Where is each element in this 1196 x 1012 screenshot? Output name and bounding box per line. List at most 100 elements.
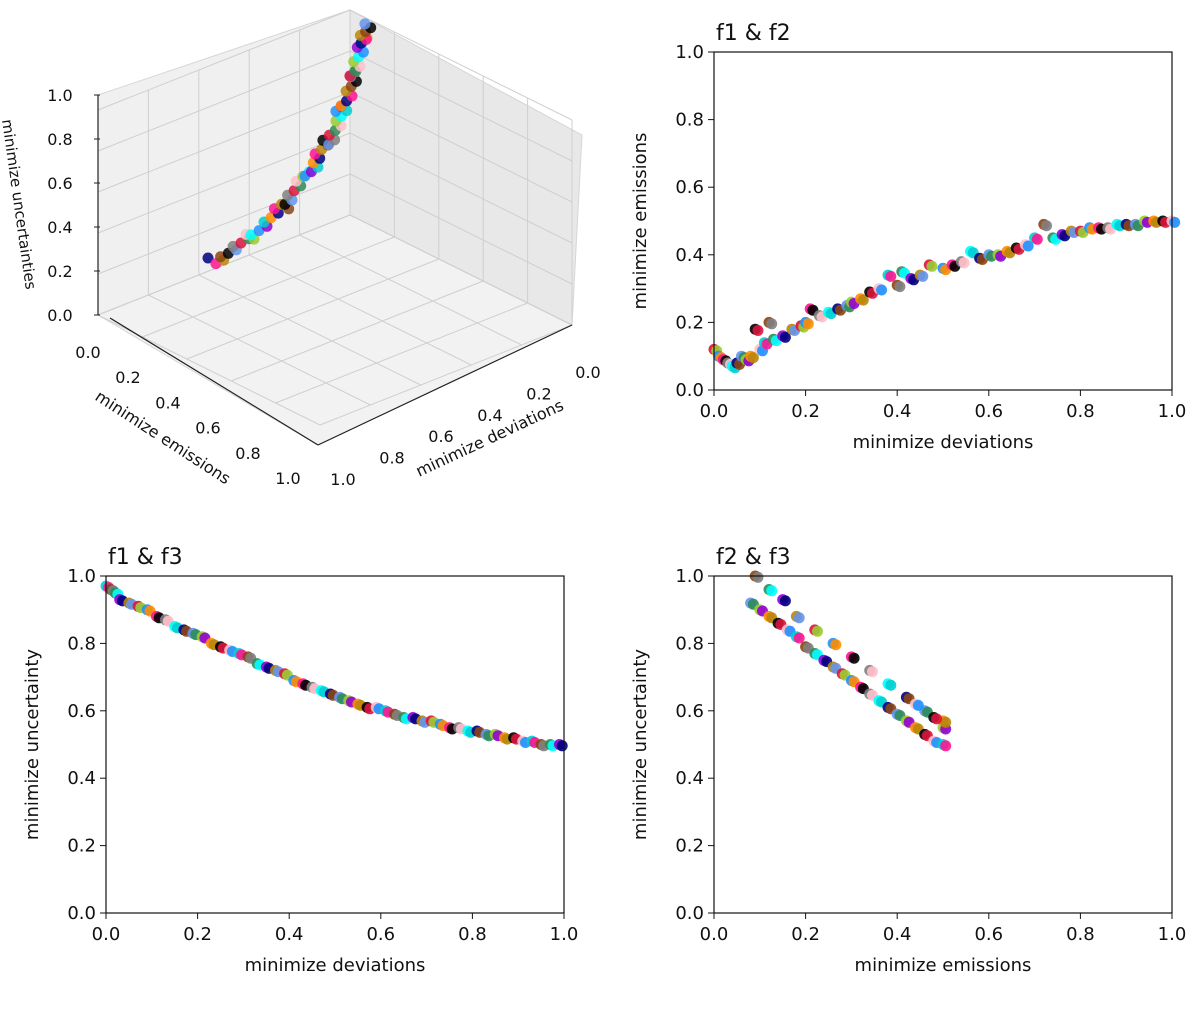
y-tick-label: 0.4 (67, 768, 96, 789)
x-tick-label: 1.0 (1158, 401, 1187, 422)
y-tick-label: 1.0 (675, 42, 704, 63)
grid-line (97, 50, 351, 152)
scatter-point (894, 281, 906, 293)
x-tick-label: 0.0 (92, 924, 121, 945)
z-tick-label: 0.4 (47, 218, 72, 237)
scatter-point (1169, 216, 1181, 228)
scatter-point (752, 571, 764, 583)
scatter-point (931, 713, 943, 725)
scatter-point (940, 716, 952, 728)
scatter-point (802, 318, 814, 330)
x-axis-label: minimize emissions (855, 955, 1032, 976)
scatter-point (940, 740, 952, 752)
grid-line (299, 234, 522, 346)
y-tick-label: 0.6 (67, 701, 96, 722)
y-tick-label: 0.0 (675, 903, 704, 924)
z-tick-label: 0.2 (47, 262, 72, 281)
x-tick-label: 0.4 (883, 401, 912, 422)
scatter-point (812, 625, 823, 637)
y-tick-label: 1.0 (675, 566, 704, 587)
scatter-point (793, 612, 805, 624)
y-tick-label: 0.8 (675, 110, 704, 131)
plot-frame (713, 575, 1173, 914)
x-axis-label: minimize deviations (245, 955, 426, 976)
x-tick-label: 0.6 (974, 401, 1003, 422)
x-tick-label: 1.0 (330, 470, 355, 489)
x-tick-label: 0.2 (791, 924, 820, 945)
chart-f1-f2: 0.00.0 0.2 0.2 0.4 0.4 0.6 0.6 0.8 0.8 1.0 1.0 f1 &… (630, 21, 1186, 453)
chart-title: f1 & f3 (108, 545, 183, 570)
scatter-point (867, 666, 878, 678)
grid-line (349, 132, 573, 244)
chart-f2-f3: 0.00.0 0.2 0.2 0.4 0.4 0.6 0.6 0.8 0.8 1.0 1.0 f2 &… (630, 545, 1186, 976)
scatter-point (793, 632, 805, 644)
z-tick-label: 0.8 (47, 130, 72, 149)
grid-line (248, 254, 472, 366)
grid-line (97, 91, 351, 193)
chart-title: f2 & f3 (716, 545, 791, 570)
scatter-point (958, 257, 970, 269)
x-tick-label: 0.6 (428, 427, 453, 446)
ticks-3d: 0.00.00.00.20.20.20.40.40.40.60.6 0.60.80… (47, 86, 600, 489)
grid-line (198, 274, 422, 386)
x-tick-label: 0.6 (366, 924, 395, 945)
x-tick-label: 0.4 (883, 924, 912, 945)
chart-f1-f3: 0.00.0 0.2 0.2 0.4 0.4 0.6 0.6 0.8 0.8 1.0 1.0 f1 &… (22, 545, 578, 976)
y-axis-label: minimize emissions (630, 133, 651, 310)
scatter-point-3d (359, 18, 371, 30)
scatter-point (1031, 233, 1043, 245)
y-tick-label: 0.6 (195, 419, 220, 438)
x-tick-label: 0.2 (526, 384, 551, 403)
scatter-points (100, 580, 568, 752)
scatter-point (779, 595, 791, 607)
points-3d (202, 18, 377, 270)
x-tick-label: 0.8 (379, 449, 404, 468)
scatter-point (857, 294, 869, 306)
scatter-points (708, 215, 1181, 374)
y-tick-label: 1.0 (67, 566, 96, 587)
scatter-point (885, 270, 897, 282)
scatter-point (912, 699, 924, 711)
scatter-point (917, 270, 929, 282)
scatter-point (556, 740, 568, 752)
scatter-point (885, 679, 897, 691)
y-tick-label: 1.0 (275, 469, 300, 488)
y-tick-label: 0.8 (235, 444, 260, 463)
x-tick-label: 0.0 (575, 363, 600, 382)
y-tick-label: 0.2 (675, 312, 704, 333)
z-axis-label: minimize uncertainties (0, 118, 40, 291)
scatter-point (926, 260, 938, 272)
x-axis-label: minimize deviations (853, 432, 1034, 453)
grid-line (349, 9, 573, 121)
y-tick-label: 0.8 (67, 633, 96, 654)
y-tick-label: 0.4 (675, 768, 704, 789)
scatter-point (830, 639, 842, 651)
grid-line (231, 280, 484, 382)
x-tick-label: 0.0 (700, 401, 729, 422)
grid-line (97, 132, 351, 234)
z-tick-label: 0.6 (47, 174, 72, 193)
scatter-point (747, 352, 759, 364)
z-tick-label: 0.0 (47, 306, 72, 325)
scatter-point (779, 331, 791, 343)
chart-title: f1 & f2 (716, 21, 791, 46)
scatter-point (766, 585, 778, 597)
y-tick-label: 0.6 (675, 177, 704, 198)
plot-frame (713, 51, 1173, 391)
grid-line (142, 236, 395, 338)
grid-line (97, 173, 351, 275)
x-tick-label: 0.4 (477, 406, 502, 425)
grid-line (186, 258, 439, 360)
y-axis-line (109, 317, 319, 446)
scatter-point-3d (202, 252, 214, 264)
chart-3d: 0.00.00.00.20.20.20.40.40.40.60.6 0.60.80… (0, 9, 601, 489)
x-tick-label: 0.2 (791, 401, 820, 422)
scatter-point (876, 284, 888, 296)
y-tick-label: 0.0 (75, 343, 100, 362)
grid-line (275, 302, 528, 404)
x-tick-label: 0.2 (183, 924, 212, 945)
grid-line (97, 9, 351, 111)
y-tick-label: 0.4 (155, 393, 180, 412)
